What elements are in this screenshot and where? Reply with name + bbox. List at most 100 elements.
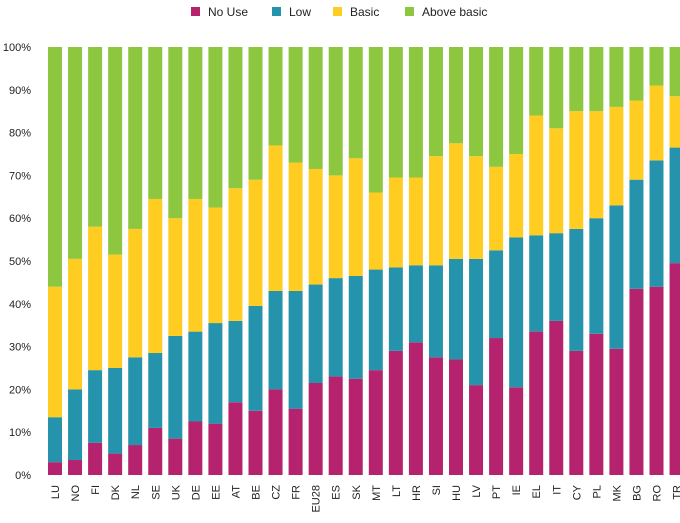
bar-segment-low [348, 275, 363, 379]
bar-segment-above-basic [288, 47, 303, 163]
x-tick-label: PT [491, 485, 503, 499]
bar-segment-above-basic [469, 47, 484, 157]
bar-segment-low [408, 265, 423, 343]
y-axis: 0% 10% 20% 30% 40% 50% 60% 70% 80% 90% 100% [3, 42, 31, 482]
y-tick-label: 100% [3, 42, 31, 54]
bar-segment-above-basic [428, 47, 443, 157]
x-tick-label: SI [431, 485, 443, 495]
bar-segment-above-basic [68, 47, 83, 259]
y-tick-label: 40% [9, 299, 31, 311]
legend-swatch [333, 7, 342, 16]
x-tick-label: ES [331, 485, 343, 500]
legend-label: No Use [208, 5, 248, 19]
bar-segment-basic [328, 175, 343, 279]
bar-segment-no-use [328, 376, 343, 475]
bar-segment-basic [68, 258, 83, 390]
bar-segment-basic [549, 128, 564, 234]
legend-item: Basic [333, 5, 379, 19]
bar-segment-low [589, 218, 604, 334]
x-tick-label: AT [230, 485, 242, 499]
bar-segment-low [489, 250, 504, 339]
bar-segment-low [228, 320, 243, 403]
bar-segment-low [148, 353, 163, 428]
bar-segment-low [108, 368, 123, 454]
bar-segment-no-use [248, 410, 263, 475]
bar-segment-basic [489, 166, 504, 251]
bar-segment-no-use [469, 385, 484, 475]
x-tick-label: DE [190, 485, 202, 500]
bar-segment-low [629, 179, 644, 289]
bar-segment-above-basic [348, 47, 363, 159]
x-axis: LU NO FI DK NL SE UK DE EE AT BE CZ FR EU28 ES SK MT LT HR… [50, 484, 680, 512]
bar-segment-above-basic [589, 47, 604, 112]
bar-segment-basic [248, 179, 263, 306]
bar-segment-above-basic [649, 47, 664, 86]
bar-segment-low [268, 290, 283, 390]
bar-segment-above-basic [669, 47, 680, 97]
bar-segment-no-use [509, 387, 524, 475]
x-tick-label: SE [150, 485, 162, 500]
bar-segment-basic [408, 177, 423, 266]
bar-segment-basic [108, 254, 123, 368]
bar-segment-low [529, 235, 544, 332]
bar-segment-basic [368, 192, 383, 270]
bar-segment-no-use [629, 288, 644, 475]
bar-segment-basic [268, 145, 283, 291]
bar-segment-above-basic [529, 47, 544, 116]
bar-segment-no-use [308, 382, 323, 475]
bar-segment-no-use [268, 389, 283, 475]
bar-segment-low [68, 389, 83, 461]
y-tick-label: 20% [9, 384, 31, 396]
bar-segment-no-use [168, 438, 183, 475]
y-tick-label: 90% [9, 85, 31, 97]
y-tick-label: 50% [9, 256, 31, 268]
bar-segment-no-use [609, 348, 624, 475]
x-tick-label: LV [471, 484, 483, 497]
bar-segment-basic [228, 188, 243, 321]
bar-segment-above-basic [368, 47, 383, 193]
bar-segment-basic [669, 96, 680, 148]
bar-segment-no-use [128, 445, 143, 475]
bar-segment-low [649, 160, 664, 287]
x-tick-label: IT [551, 485, 563, 495]
bar-segment-above-basic [188, 47, 203, 199]
bar-segment-above-basic [629, 47, 644, 101]
bar-segment-low [248, 305, 263, 411]
x-tick-label: HR [411, 485, 423, 501]
x-tick-label: DK [110, 484, 122, 500]
bar-segment-above-basic [449, 47, 463, 144]
bar-segment-no-use [569, 350, 584, 475]
legend-label: Basic [350, 5, 379, 19]
bar-segment-low [509, 237, 524, 388]
legend-label: Low [289, 5, 311, 19]
y-tick-label: 10% [9, 427, 31, 439]
bar-segment-no-use [88, 442, 103, 475]
x-tick-label: IE [511, 485, 523, 495]
bar-segment-above-basic [268, 47, 283, 146]
x-tick-label: NL [130, 485, 142, 499]
bar-segment-basic [208, 207, 223, 324]
x-tick-label: CZ [271, 485, 283, 500]
legend-item: Above basic [405, 5, 487, 19]
x-tick-label: UK [170, 484, 182, 500]
bar-segment-above-basic [168, 47, 183, 219]
bar-segment-above-basic [609, 47, 624, 107]
bar-segment-basic [509, 154, 524, 238]
bar-segment-basic [168, 218, 183, 336]
x-tick-label: NO [70, 485, 82, 502]
bar-segment-basic [589, 111, 604, 219]
bar-segment-basic [308, 168, 323, 285]
x-tick-label: RO [652, 485, 664, 502]
bar-segment-basic [388, 177, 403, 268]
bar-segment-no-use [388, 350, 403, 475]
bar-segment-no-use [188, 421, 203, 475]
x-tick-label: LT [391, 485, 403, 497]
bar-segment-above-basic [569, 47, 584, 112]
bar-segment-basic [609, 106, 624, 206]
bar-segment-above-basic [549, 47, 564, 129]
bar-segment-no-use [348, 378, 363, 475]
bar-segment-no-use [529, 331, 544, 475]
bar-segment-low [288, 290, 303, 409]
x-tick-label: MT [371, 485, 383, 501]
bar-segment-low [469, 258, 484, 386]
